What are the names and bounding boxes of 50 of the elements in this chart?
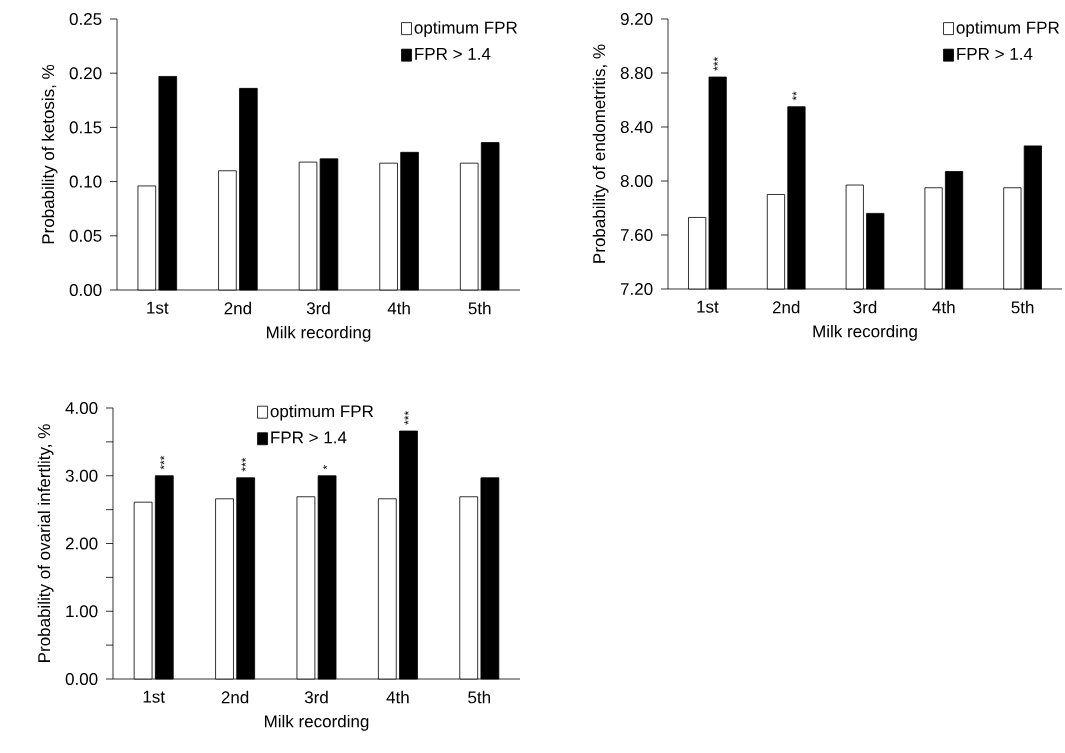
annotation: *** [160,455,165,470]
y-tick-label: 3.00 [65,469,98,482]
y-tick-label: 0.00 [69,283,102,297]
y-axis-title: Probability of ovarial infertlity, % [37,424,54,662]
legend-label: FPR > 1.4 [271,431,347,444]
x-tick-label: 2nd [221,690,249,704]
x-tick-label: 3rd [306,301,330,315]
annotation: ** [792,91,797,101]
x-tick-label: 3rd [853,300,877,314]
y-axis-title: Probability of endometritis, % [592,44,609,263]
x-tick-label: 5th [1011,300,1034,314]
x-axis-title: Milk recording [813,324,917,341]
y-tick-label: 8.00 [620,174,653,188]
x-tick-label: 3rd [304,690,328,704]
annotation: *** [404,411,409,425]
y-tick-label: 0.20 [69,67,102,80]
x-axis-title: Milk recording [264,714,369,731]
legend-label: optimum FPR [270,404,374,421]
y-tick-label: 1.00 [66,605,98,618]
legend-label: optimum FPR [414,21,517,38]
y-tick-label: 7.60 [620,228,653,242]
y-tick-label: 0.15 [69,121,102,134]
y-tick-label: 7.20 [620,282,653,296]
y-tick-label: 0.00 [65,672,98,686]
x-tick-label: 2nd [772,300,800,314]
x-tick-label: 1st [697,300,719,313]
annotation: * [322,465,328,470]
x-tick-label: 4th [932,300,955,314]
y-tick-label: 8.80 [620,66,653,80]
x-tick-label: 1st [143,690,165,703]
legend-label: FPR > 1.4 [415,48,491,60]
x-tick-label: 1st [147,301,169,314]
x-axis-title: Milk recording [266,325,371,342]
annotation: *** [241,457,246,472]
y-tick-label: 2.00 [65,537,98,550]
x-tick-label: 4th [386,690,409,704]
x-tick-label: 2nd [224,301,251,315]
x-tick-label: 4th [387,301,410,315]
x-tick-label: 5th [468,690,491,704]
y-tick-label: 0.10 [69,175,102,188]
y-tick-label: 0.05 [69,229,102,242]
y-tick-label: 8.40 [620,120,653,134]
annotation: *** [713,57,718,71]
y-tick-label: 0.25 [69,12,102,26]
y-tick-label: 9.20 [620,12,653,26]
legend-label: FPR > 1.4 [957,48,1033,60]
y-tick-label: 4.00 [65,401,98,415]
x-tick-label: 5th [468,301,491,315]
y-axis-title: Probability of ketosis, % [41,64,58,244]
legend-label: optimum FPR [956,21,1060,38]
